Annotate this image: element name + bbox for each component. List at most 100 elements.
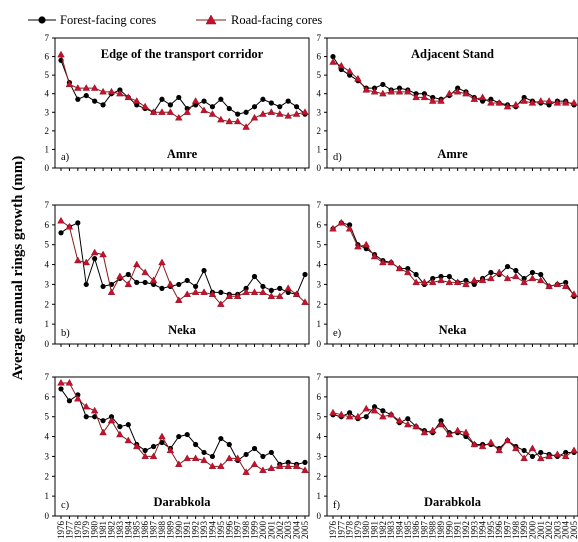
road-point bbox=[74, 394, 82, 402]
y-tick-label: 2 bbox=[45, 471, 50, 481]
panel-letter: f) bbox=[333, 500, 340, 511]
road-point bbox=[124, 93, 133, 101]
x-tick-label: 1980 bbox=[361, 521, 371, 540]
road-point bbox=[284, 284, 292, 291]
x-tick-label: 1985 bbox=[132, 521, 142, 540]
forest-point bbox=[201, 98, 207, 104]
road-point bbox=[301, 466, 309, 473]
x-tick-label: 1993 bbox=[469, 521, 479, 540]
road-point bbox=[158, 258, 166, 266]
road-point bbox=[166, 446, 175, 454]
x-tick-label: 1988 bbox=[157, 521, 167, 540]
road-point bbox=[553, 280, 562, 288]
road-point bbox=[284, 462, 292, 469]
road-point bbox=[301, 298, 309, 305]
x-tick-label: 1992 bbox=[191, 521, 201, 539]
series-road bbox=[57, 50, 309, 130]
road-point bbox=[412, 278, 420, 286]
y-tick-label: 0 bbox=[317, 163, 322, 173]
road-point bbox=[553, 450, 562, 458]
forest-point bbox=[58, 230, 64, 236]
panel-letter: e) bbox=[333, 328, 342, 339]
x-tick-label: 1988 bbox=[428, 521, 438, 540]
panel-letter: c) bbox=[61, 500, 70, 511]
road-point bbox=[478, 276, 487, 284]
x-tick-label: 1987 bbox=[149, 521, 159, 540]
x-tick-label: 2005 bbox=[300, 521, 310, 540]
road-point bbox=[166, 280, 175, 288]
road-point bbox=[354, 74, 362, 82]
forest-point bbox=[302, 271, 308, 278]
road-point bbox=[487, 274, 495, 282]
forest-line bbox=[332, 222, 575, 297]
y-tick-label: 1 bbox=[317, 491, 322, 501]
forest-point bbox=[83, 281, 89, 288]
road-point bbox=[370, 87, 379, 95]
road-point bbox=[495, 268, 503, 276]
series-road bbox=[329, 218, 578, 297]
forest-point bbox=[142, 447, 148, 454]
road-point bbox=[292, 290, 301, 297]
road-point bbox=[428, 97, 437, 104]
road-point bbox=[82, 258, 90, 266]
road-point bbox=[233, 454, 242, 462]
forest-point bbox=[100, 102, 106, 108]
road-point bbox=[132, 260, 141, 268]
panel-frame bbox=[54, 204, 310, 345]
road-point bbox=[57, 216, 65, 224]
road-point bbox=[107, 288, 116, 295]
legend: Forest-facing cores Road-facing cores bbox=[28, 13, 322, 27]
x-tick-label: 1995 bbox=[486, 521, 496, 540]
road-point bbox=[250, 288, 259, 295]
y-tick-label: 0 bbox=[317, 339, 322, 349]
panel-title: Adjacent Stand bbox=[411, 47, 494, 61]
x-tick-label: 1982 bbox=[378, 521, 388, 539]
road-point bbox=[149, 452, 158, 460]
forest-point bbox=[243, 451, 249, 458]
series-road bbox=[329, 58, 578, 110]
road-point bbox=[503, 102, 512, 110]
forest-point bbox=[293, 104, 300, 110]
y-tick-label: 7 bbox=[45, 372, 50, 382]
road-point bbox=[141, 452, 149, 460]
road-point bbox=[116, 272, 124, 280]
road-point bbox=[141, 268, 149, 276]
y-tick-label: 4 bbox=[45, 260, 50, 270]
road-point bbox=[379, 412, 387, 420]
forest-point bbox=[184, 277, 190, 284]
forest-point bbox=[117, 424, 123, 430]
road-point bbox=[370, 406, 379, 414]
y-tick-label: 5 bbox=[317, 240, 322, 250]
x-tick-label: 1983 bbox=[115, 521, 125, 540]
road-point bbox=[420, 93, 429, 101]
x-tick-label: 2001 bbox=[266, 521, 276, 539]
site-label: Amre bbox=[437, 147, 468, 161]
y-tick-label: 5 bbox=[45, 70, 50, 80]
road-point bbox=[354, 242, 362, 250]
y-tick-label: 4 bbox=[45, 432, 50, 442]
forest-point bbox=[277, 104, 283, 110]
y-tick-label: 6 bbox=[317, 220, 322, 230]
forest-point bbox=[260, 96, 266, 102]
road-point bbox=[267, 292, 276, 299]
forest-point bbox=[302, 459, 308, 465]
x-tick-label: 2000 bbox=[527, 521, 537, 540]
forest-line bbox=[332, 406, 574, 457]
forest-point bbox=[209, 104, 216, 110]
road-point bbox=[561, 98, 570, 106]
x-tick-label: 1998 bbox=[511, 521, 521, 540]
site-label: Darabkola bbox=[424, 495, 482, 509]
road-point bbox=[292, 462, 301, 469]
road-point bbox=[65, 80, 74, 88]
forest-point bbox=[184, 431, 190, 438]
road-point bbox=[132, 442, 141, 450]
forest-point bbox=[218, 435, 224, 442]
road-point bbox=[233, 292, 242, 299]
road-point bbox=[487, 98, 495, 106]
x-tick-label: 1994 bbox=[207, 521, 217, 540]
road-point bbox=[90, 84, 99, 91]
y-tick-label: 6 bbox=[317, 392, 322, 402]
road-point bbox=[462, 89, 470, 97]
forest-point bbox=[83, 92, 89, 99]
y-tick-label: 1 bbox=[317, 319, 322, 329]
